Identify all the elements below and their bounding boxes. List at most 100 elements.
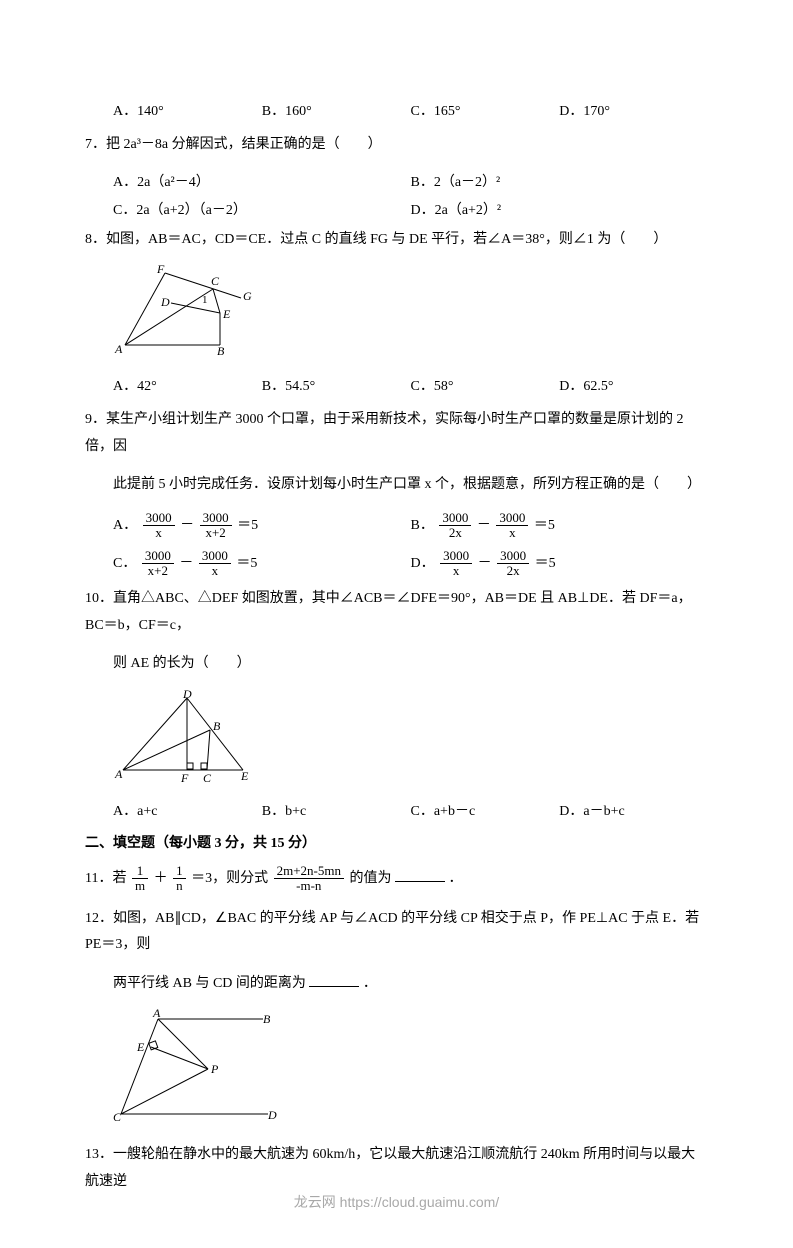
q10-stem1: 10．直角△ABC、△DEF 如图放置，其中∠ACB＝∠DFE＝90°，AB＝D… bbox=[85, 586, 708, 639]
page-footer: 龙云网 https://cloud.guaimu.com/ bbox=[0, 1192, 793, 1212]
q12-stem1: 12．如图，AB∥CD，∠BAC 的平分线 AP 与∠ACD 的平分线 CP 相… bbox=[85, 906, 708, 959]
q7-row1: A．2a（a²－4） B．2（a－2）² bbox=[113, 171, 708, 191]
q13-stem: 13．一艘轮船在静水中的最大航速为 60km/h，它以最大航速沿江顺流航行 24… bbox=[85, 1142, 708, 1195]
q9-stem1: 9．某生产小组计划生产 3000 个口罩，由于采用新技术，实际每小时生产口罩的数… bbox=[85, 407, 708, 460]
q8-figure: A B F C G D E 1 bbox=[113, 265, 708, 365]
q8-label-d: D bbox=[160, 295, 170, 309]
q12-figure: A B C D P E bbox=[113, 1009, 708, 1132]
q9c-n2: 3000 bbox=[199, 549, 231, 564]
q9a-op: － bbox=[180, 518, 194, 533]
q9c-d2: x bbox=[199, 564, 231, 578]
q9-choice-c: C． 3000x+2 － 3000x ＝5 bbox=[113, 549, 411, 579]
q6-choice-a: A．140° bbox=[113, 100, 262, 120]
q10-stem2: 则 AE 的长为（ ） bbox=[113, 651, 708, 678]
q9c-n1: 3000 bbox=[142, 549, 174, 564]
section2-title: 二、填空题（每小题 3 分，共 15 分） bbox=[85, 832, 708, 852]
q11-f2n: 1 bbox=[173, 864, 186, 879]
q6-choice-b: B．160° bbox=[262, 100, 411, 120]
q9b-n1: 3000 bbox=[439, 511, 471, 526]
q8-stem: 8．如图，AB＝AC，CD＝CE．过点 C 的直线 FG 与 DE 平行，若∠A… bbox=[85, 227, 708, 254]
q10-choice-d: D．a－b+c bbox=[559, 800, 708, 820]
q8-choice-a: A．42° bbox=[113, 375, 262, 395]
q6-choices: A．140° B．160° C．165° D．170° bbox=[113, 100, 708, 120]
q9c-d1: x+2 bbox=[142, 564, 174, 578]
q11-blank bbox=[395, 867, 445, 882]
q10-svg: A D B E F C bbox=[113, 690, 258, 785]
q8-label-f: F bbox=[156, 265, 165, 276]
q12-label-b: B bbox=[263, 1012, 271, 1026]
q11: 11．若 1m ＋ 1n ＝3，则分式 2m+2n-5mn-m-n 的值为 ． bbox=[85, 864, 708, 894]
q12-label-c: C bbox=[113, 1110, 122, 1124]
q11-f1n: 1 bbox=[132, 864, 148, 879]
q11-f3d: -m-n bbox=[274, 879, 344, 893]
q7-stem: 7．把 2a³－8a 分解因式，结果正确的是（ ） bbox=[85, 132, 708, 159]
q8-label-b: B bbox=[217, 344, 225, 358]
q11-f3n: 2m+2n-5mn bbox=[274, 864, 344, 879]
q12-label-p: P bbox=[210, 1062, 219, 1076]
q9a-pre: A． bbox=[113, 518, 137, 533]
q9c-pre: C． bbox=[113, 556, 136, 571]
q11-f1d: m bbox=[132, 879, 148, 893]
q8-choice-d: D．62.5° bbox=[559, 375, 708, 395]
q9a-post: ＝5 bbox=[237, 518, 258, 533]
q9-choice-a: A． 3000x － 3000x+2 ＝5 bbox=[113, 511, 411, 541]
q6-choice-c: C．165° bbox=[411, 100, 560, 120]
q10-label-e: E bbox=[240, 769, 249, 783]
q10-choice-c: C．a+b－c bbox=[411, 800, 560, 820]
q8-choice-b: B．54.5° bbox=[262, 375, 411, 395]
q10-label-c: C bbox=[203, 771, 212, 785]
q9a-d2: x+2 bbox=[200, 526, 232, 540]
q9b-post: ＝5 bbox=[534, 518, 555, 533]
q9b-pre: B． bbox=[411, 518, 434, 533]
q12-stem2: 两平行线 AB 与 CD 间的距离为 bbox=[113, 976, 306, 991]
q7-choice-b: B．2（a－2）² bbox=[411, 171, 709, 191]
q11-post: 的值为 bbox=[350, 871, 392, 886]
q11-plus: ＋ bbox=[154, 871, 168, 886]
q12-period: ． bbox=[363, 976, 377, 991]
q8-label-e: E bbox=[222, 307, 231, 321]
q11-period: ． bbox=[449, 871, 463, 886]
q12-stem2-row: 两平行线 AB 与 CD 间的距离为 ． bbox=[113, 971, 708, 998]
q9d-pre: D． bbox=[411, 556, 435, 571]
q9a-n1: 3000 bbox=[143, 511, 175, 526]
q12-label-a: A bbox=[152, 1009, 161, 1020]
q9-row2: C． 3000x+2 － 3000x ＝5 D． 3000x － 30002x … bbox=[113, 549, 708, 579]
q12-blank bbox=[309, 972, 359, 987]
q9a-n2: 3000 bbox=[200, 511, 232, 526]
q9d-d2: 2x bbox=[497, 564, 529, 578]
q9a-d1: x bbox=[143, 526, 175, 540]
q11-eq3: ＝3，则分式 bbox=[191, 871, 268, 886]
q9-choice-d: D． 3000x － 30002x ＝5 bbox=[411, 549, 709, 579]
q10-figure: A D B E F C bbox=[113, 690, 708, 790]
q10-choice-a: A．a+c bbox=[113, 800, 262, 820]
q9-row1: A． 3000x － 3000x+2 ＝5 B． 30002x － 3000x … bbox=[113, 511, 708, 541]
q9b-n2: 3000 bbox=[496, 511, 528, 526]
q9d-n1: 3000 bbox=[440, 549, 472, 564]
q12-label-e: E bbox=[136, 1040, 145, 1054]
q9d-d1: x bbox=[440, 564, 472, 578]
q9b-d1: 2x bbox=[439, 526, 471, 540]
q9d-op: － bbox=[478, 556, 492, 571]
q10-label-a: A bbox=[114, 767, 123, 781]
q11-f2d: n bbox=[173, 879, 186, 893]
q8-choice-c: C．58° bbox=[411, 375, 560, 395]
q6-choice-d: D．170° bbox=[559, 100, 708, 120]
q12-label-d: D bbox=[267, 1108, 277, 1122]
q8-label-1: 1 bbox=[202, 294, 208, 306]
q10-choice-b: B．b+c bbox=[262, 800, 411, 820]
q11-pre: 11．若 bbox=[85, 871, 126, 886]
q9b-d2: x bbox=[496, 526, 528, 540]
q9c-op: － bbox=[179, 556, 193, 571]
q7-row2: C．2a（a+2）（a－2） D．2a（a+2）² bbox=[113, 199, 708, 219]
q9d-n2: 3000 bbox=[497, 549, 529, 564]
q10-label-d: D bbox=[182, 690, 192, 701]
q8-choices: A．42° B．54.5° C．58° D．62.5° bbox=[113, 375, 708, 395]
q8-svg: A B F C G D E 1 bbox=[113, 265, 263, 360]
q10-label-f: F bbox=[180, 771, 189, 785]
q7-choice-a: A．2a（a²－4） bbox=[113, 171, 411, 191]
q10-choices: A．a+c B．b+c C．a+b－c D．a－b+c bbox=[113, 800, 708, 820]
q9c-post: ＝5 bbox=[236, 556, 257, 571]
q9-choice-b: B． 30002x － 3000x ＝5 bbox=[411, 511, 709, 541]
exam-page: A．140° B．160° C．165° D．170° 7．把 2a³－8a 分… bbox=[0, 0, 793, 1248]
q9b-op: － bbox=[477, 518, 491, 533]
